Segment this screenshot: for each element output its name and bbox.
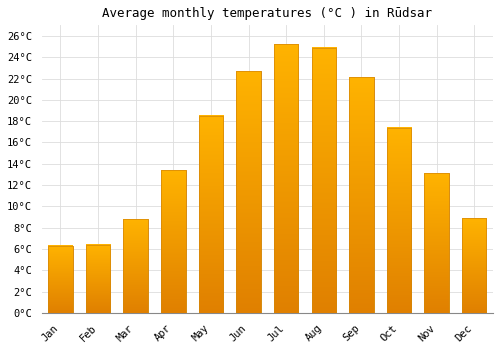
Bar <box>236 71 261 313</box>
Bar <box>124 219 148 313</box>
Bar <box>161 170 186 313</box>
Title: Average monthly temperatures (°C ) in Rūdsar: Average monthly temperatures (°C ) in Rū… <box>102 7 432 20</box>
Bar <box>349 77 374 313</box>
Bar <box>124 219 148 313</box>
Bar <box>462 218 486 313</box>
Bar <box>274 44 298 313</box>
Bar <box>312 48 336 313</box>
Bar <box>349 77 374 313</box>
Bar <box>424 173 449 313</box>
Bar <box>48 246 72 313</box>
Bar <box>274 44 298 313</box>
Bar <box>236 71 261 313</box>
Bar <box>161 170 186 313</box>
Bar <box>198 116 223 313</box>
Bar <box>387 128 411 313</box>
Bar <box>424 173 449 313</box>
Bar <box>86 245 110 313</box>
Bar <box>86 245 110 313</box>
Bar <box>48 246 72 313</box>
Bar <box>387 128 411 313</box>
Bar <box>198 116 223 313</box>
Bar <box>462 218 486 313</box>
Bar <box>312 48 336 313</box>
